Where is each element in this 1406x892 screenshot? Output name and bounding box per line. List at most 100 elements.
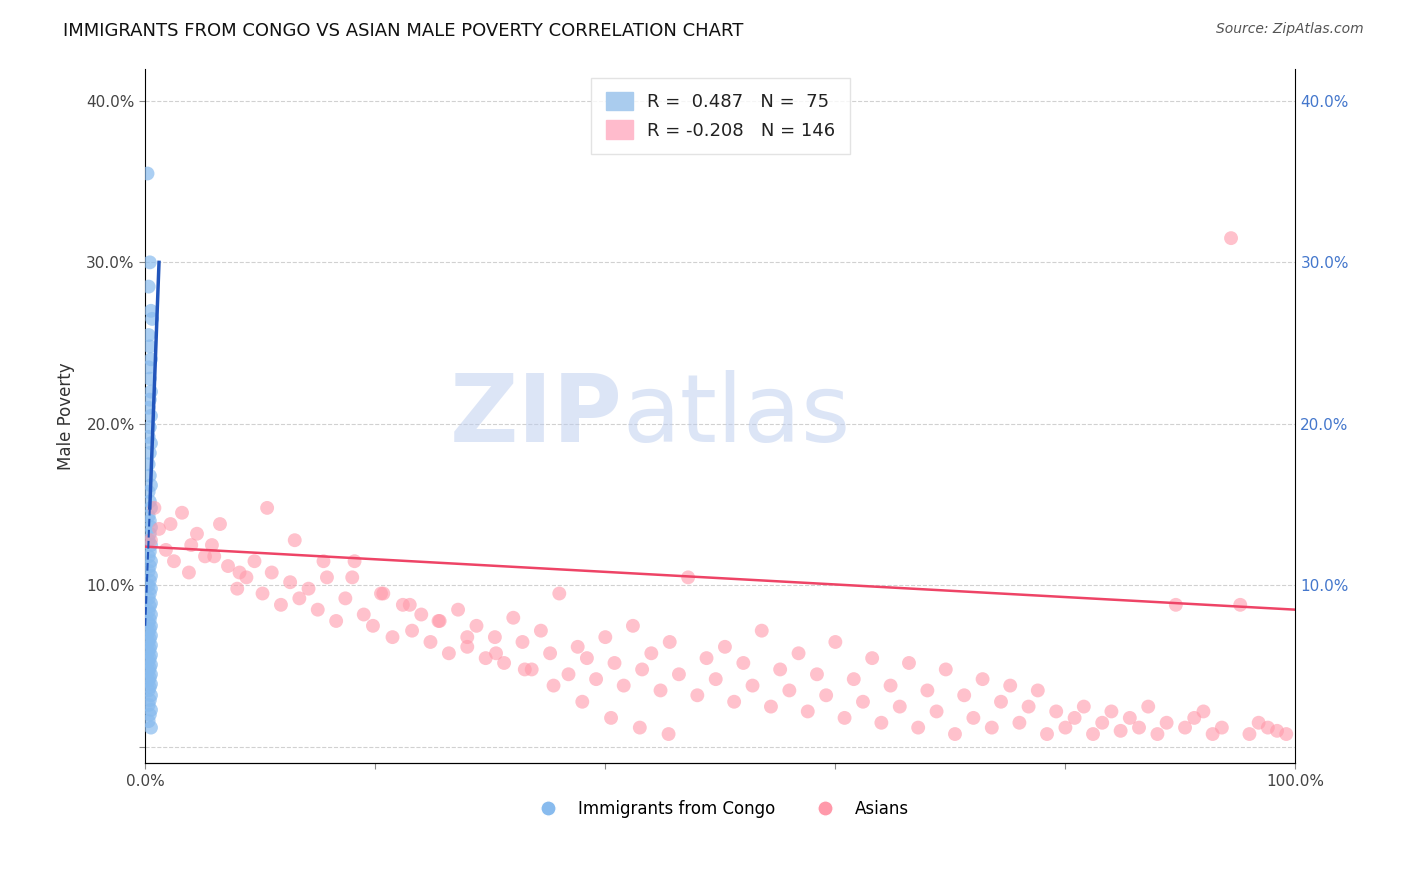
Point bbox=[148, 522, 170, 536]
Point bbox=[139, 721, 162, 735]
Point bbox=[962, 711, 984, 725]
Point bbox=[163, 554, 186, 568]
Point bbox=[297, 582, 319, 596]
Point bbox=[980, 721, 1002, 735]
Point bbox=[543, 679, 565, 693]
Point bbox=[335, 591, 357, 606]
Point bbox=[1091, 715, 1114, 730]
Point bbox=[138, 654, 160, 668]
Point bbox=[557, 667, 579, 681]
Point bbox=[139, 619, 162, 633]
Point bbox=[1128, 721, 1150, 735]
Point bbox=[138, 279, 160, 293]
Point bbox=[520, 662, 543, 676]
Point bbox=[270, 598, 292, 612]
Point bbox=[138, 683, 160, 698]
Point bbox=[806, 667, 828, 681]
Point bbox=[852, 695, 875, 709]
Point bbox=[138, 578, 160, 592]
Point bbox=[621, 619, 644, 633]
Point bbox=[1192, 705, 1215, 719]
Point bbox=[226, 582, 249, 596]
Point bbox=[139, 582, 162, 596]
Point bbox=[139, 677, 162, 691]
Point bbox=[138, 508, 160, 523]
Point bbox=[668, 667, 690, 681]
Point bbox=[990, 695, 1012, 709]
Point bbox=[1275, 727, 1298, 741]
Point bbox=[139, 533, 162, 548]
Point bbox=[139, 657, 162, 672]
Point bbox=[139, 255, 162, 269]
Point bbox=[972, 672, 994, 686]
Text: ZIP: ZIP bbox=[450, 370, 623, 462]
Point bbox=[288, 591, 311, 606]
Point bbox=[139, 632, 162, 646]
Point bbox=[797, 705, 820, 719]
Point bbox=[778, 683, 800, 698]
Point bbox=[138, 484, 160, 499]
Point bbox=[759, 699, 782, 714]
Point bbox=[342, 570, 364, 584]
Point bbox=[139, 648, 162, 662]
Point bbox=[139, 599, 162, 614]
Point bbox=[139, 667, 162, 681]
Point bbox=[640, 646, 662, 660]
Text: IMMIGRANTS FROM CONGO VS ASIAN MALE POVERTY CORRELATION CHART: IMMIGRANTS FROM CONGO VS ASIAN MALE POVE… bbox=[63, 22, 744, 40]
Point bbox=[202, 549, 225, 564]
Point bbox=[1182, 711, 1205, 725]
Point bbox=[139, 384, 162, 399]
Point bbox=[1201, 727, 1223, 741]
Point bbox=[139, 638, 162, 652]
Point bbox=[1073, 699, 1095, 714]
Point bbox=[513, 662, 536, 676]
Point bbox=[138, 533, 160, 548]
Point bbox=[139, 607, 162, 622]
Point bbox=[139, 554, 162, 568]
Point bbox=[138, 360, 160, 375]
Point bbox=[170, 506, 193, 520]
Point bbox=[1257, 721, 1279, 735]
Point bbox=[235, 570, 257, 584]
Point bbox=[180, 538, 202, 552]
Point bbox=[1247, 715, 1270, 730]
Point bbox=[998, 679, 1021, 693]
Point bbox=[538, 646, 561, 660]
Point bbox=[138, 615, 160, 630]
Point bbox=[603, 656, 626, 670]
Point bbox=[419, 635, 441, 649]
Point bbox=[1156, 715, 1178, 730]
Point bbox=[600, 711, 623, 725]
Point bbox=[139, 468, 162, 483]
Point bbox=[1026, 683, 1049, 698]
Point bbox=[260, 566, 283, 580]
Point bbox=[139, 680, 162, 694]
Point bbox=[714, 640, 737, 654]
Point bbox=[907, 721, 929, 735]
Point bbox=[139, 612, 162, 626]
Point bbox=[201, 538, 224, 552]
Point bbox=[398, 598, 420, 612]
Point bbox=[512, 635, 534, 649]
Point bbox=[139, 500, 162, 515]
Point bbox=[943, 727, 966, 741]
Y-axis label: Male Poverty: Male Poverty bbox=[58, 362, 75, 469]
Point bbox=[138, 714, 160, 728]
Point bbox=[139, 586, 162, 600]
Point bbox=[860, 651, 883, 665]
Point bbox=[870, 715, 893, 730]
Point bbox=[733, 656, 755, 670]
Point bbox=[138, 430, 160, 444]
Point bbox=[1146, 727, 1168, 741]
Point bbox=[343, 554, 366, 568]
Point bbox=[243, 554, 266, 568]
Point bbox=[138, 604, 160, 618]
Point bbox=[138, 625, 160, 640]
Point bbox=[139, 526, 162, 541]
Point bbox=[1239, 727, 1261, 741]
Point bbox=[284, 533, 307, 548]
Point bbox=[139, 409, 162, 423]
Point bbox=[411, 607, 433, 622]
Point bbox=[427, 614, 450, 628]
Point bbox=[741, 679, 763, 693]
